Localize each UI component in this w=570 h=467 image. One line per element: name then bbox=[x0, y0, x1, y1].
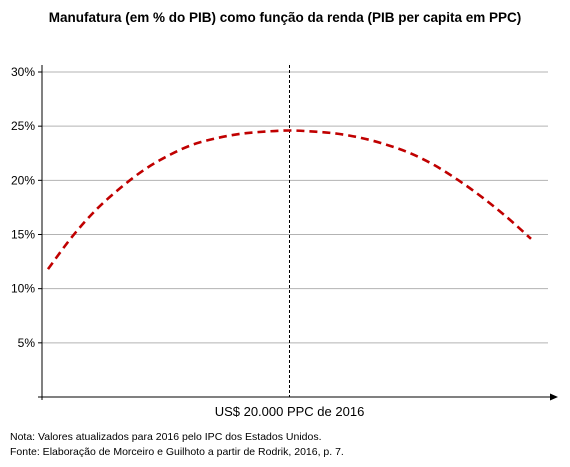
chart-title: Manufatura (em % do PIB) como função da … bbox=[48, 10, 522, 25]
y-tick-label: 25% bbox=[11, 119, 35, 133]
x-axis-arrow bbox=[550, 393, 558, 401]
series-line bbox=[46, 129, 532, 270]
y-axis-ticks: 5% 10% 15% 20% 25% 30% bbox=[11, 65, 42, 350]
y-tick-label: 20% bbox=[11, 173, 35, 187]
reference-line-label: US$ 20.000 PPC de 2016 bbox=[215, 404, 365, 419]
y-tick-label: 5% bbox=[18, 336, 36, 350]
notes: Nota: Valores atualizados para 2016 pelo… bbox=[10, 430, 344, 460]
grid-lines bbox=[42, 71, 548, 344]
note-text: Nota: Valores atualizados para 2016 pelo… bbox=[10, 431, 322, 443]
y-tick-label: 10% bbox=[11, 282, 35, 296]
source-text: Fonte: Elaboração de Morceiro e Guilhoto… bbox=[10, 446, 344, 458]
y-tick-label: 15% bbox=[11, 228, 35, 242]
y-tick-label: 30% bbox=[11, 65, 35, 79]
